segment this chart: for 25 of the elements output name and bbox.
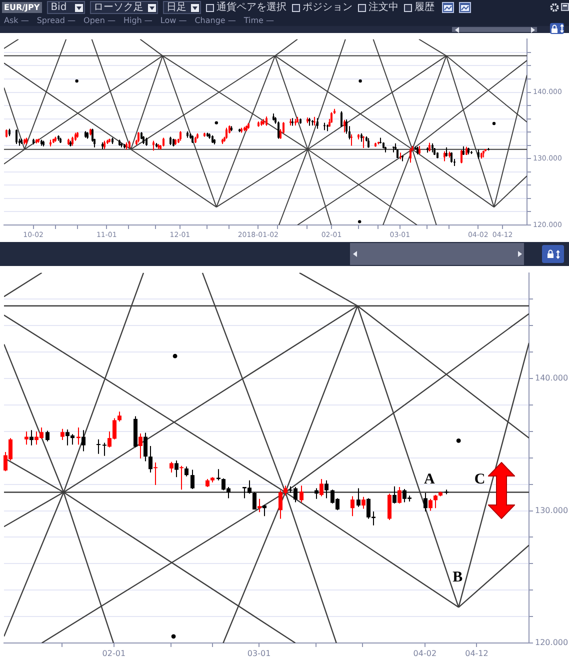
annotation: C	[474, 472, 486, 488]
x-tick-label: 04-12	[465, 648, 488, 658]
text: Time —	[244, 16, 274, 26]
x-tick-label: 04-02	[413, 648, 437, 658]
text: Open —	[84, 16, 116, 26]
annotation: A	[424, 472, 435, 488]
text: High —	[123, 16, 152, 26]
x-tick-label: 02-01	[102, 648, 126, 658]
text: 日足	[166, 2, 187, 14]
text: Ask —	[4, 16, 29, 26]
y-tick-label: 120.000	[535, 638, 568, 648]
x-tick-label: 03-01	[247, 648, 271, 658]
annotation: B	[452, 570, 463, 586]
text: Bid	[50, 2, 67, 14]
text: ローソク足	[94, 2, 144, 14]
text: Low —	[160, 16, 187, 26]
text: 履歴	[414, 2, 435, 14]
y-tick-label: 130.000	[535, 506, 568, 515]
text: Spread —	[36, 16, 76, 26]
text: EUR/JPY	[2, 2, 42, 13]
text: ポジション	[302, 2, 353, 14]
text: 注文中	[368, 2, 399, 14]
text: Change —	[194, 16, 236, 26]
text: 通貨ペアを選択	[216, 2, 287, 14]
y-tick-label: 140.000	[535, 374, 568, 383]
